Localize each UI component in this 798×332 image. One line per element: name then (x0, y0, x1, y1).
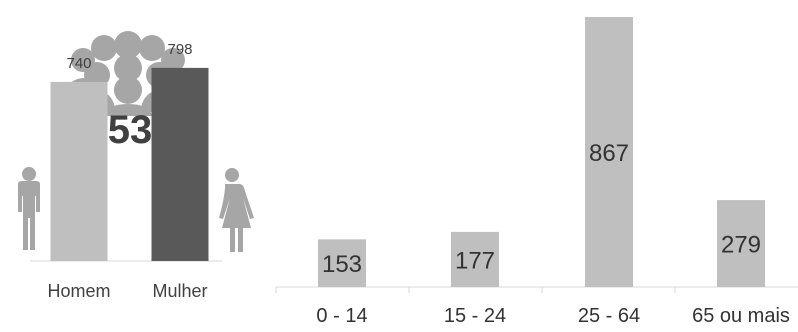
bar-age-2 (585, 17, 633, 287)
value-label-age-1: 177 (455, 247, 495, 274)
bar-mulher (151, 67, 209, 261)
gender-bar-chart: 740 Homem 798 Mulher (30, 41, 222, 301)
bar-age-0 (318, 239, 366, 287)
bar-age-1 (451, 231, 499, 287)
value-label-age-0: 153 (322, 251, 362, 278)
bar-homem (50, 81, 108, 261)
category-label-homem: Homem (47, 281, 110, 301)
category-label-age-0: 0 - 14 (316, 305, 367, 327)
category-label-mulher: Mulher (152, 281, 207, 301)
value-label-mulher: 798 (167, 41, 192, 58)
age-axis-ticks (275, 287, 676, 293)
category-label-age-3: 65 ou mais (692, 305, 790, 327)
man-icon (18, 167, 40, 250)
category-label-age-1: 15 - 24 (444, 305, 506, 327)
value-label-age-3: 279 (721, 232, 761, 259)
value-label-age-2: 867 (589, 140, 629, 167)
value-label-homem: 740 (66, 55, 91, 72)
bar-age-3 (717, 200, 765, 287)
category-label-age-2: 25 - 64 (578, 305, 640, 327)
woman-icon (219, 168, 254, 252)
age-bar-chart: 153 0 - 14 177 15 - 24 867 25 - 64 279 65 ou ma… (275, 17, 798, 327)
